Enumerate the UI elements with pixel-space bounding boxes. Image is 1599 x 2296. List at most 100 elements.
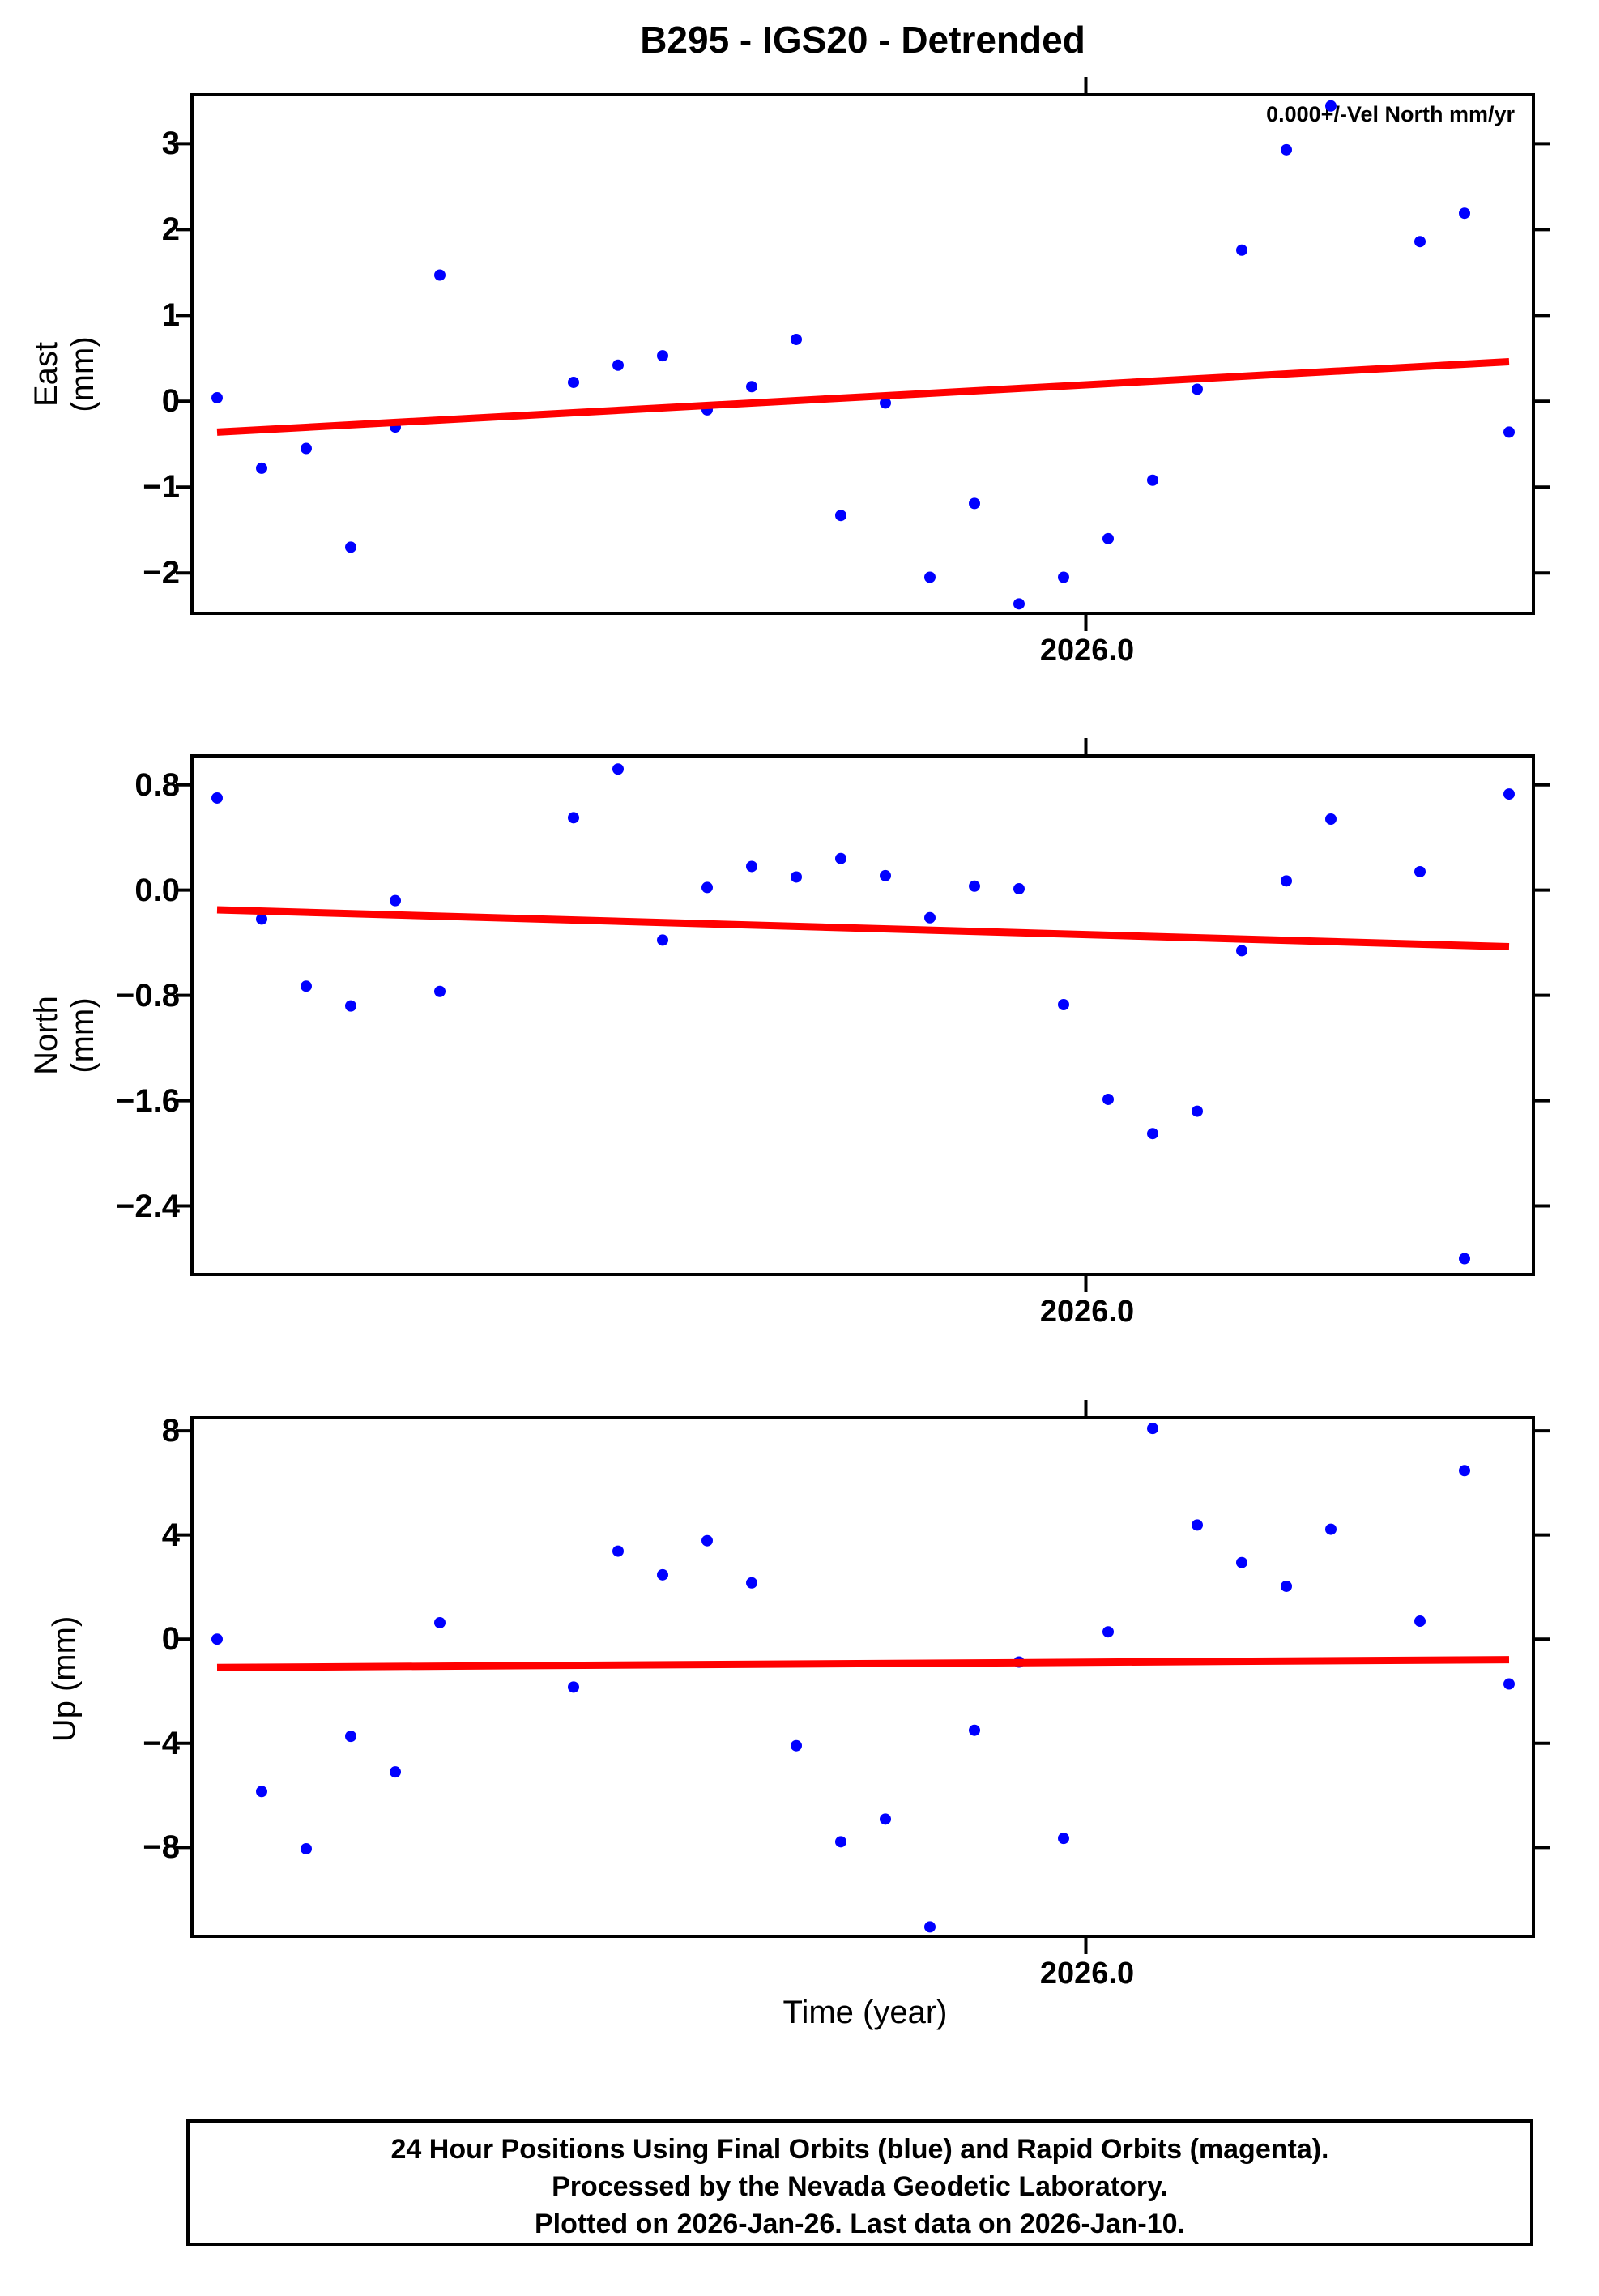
data-point xyxy=(701,1534,713,1547)
data-point xyxy=(1281,1580,1292,1592)
data-point xyxy=(1459,1465,1470,1477)
data-point xyxy=(1325,1523,1337,1535)
caption-line-3: Plotted on 2026-Jan-26. Last data on 202… xyxy=(534,2209,1186,2239)
data-point xyxy=(791,333,802,345)
data-point xyxy=(746,381,757,393)
time-axis-label: Time (year) xyxy=(782,1995,948,2030)
data-point xyxy=(924,571,936,583)
data-point xyxy=(1236,244,1247,256)
trend-line xyxy=(216,1656,1510,1671)
east-ytick-label: 3 xyxy=(161,126,180,162)
data-point xyxy=(256,1786,267,1798)
data-point xyxy=(969,880,980,892)
data-point xyxy=(1503,1678,1515,1690)
data-point xyxy=(434,1616,446,1628)
data-point xyxy=(1058,999,1069,1011)
data-point xyxy=(1147,1423,1158,1435)
data-point xyxy=(1102,1093,1114,1105)
data-point xyxy=(434,269,446,281)
data-point xyxy=(701,881,713,894)
data-point xyxy=(791,871,802,883)
trend-line xyxy=(216,906,1510,951)
data-point xyxy=(1414,865,1426,877)
data-point xyxy=(568,376,579,388)
data-point xyxy=(1102,532,1114,544)
data-point xyxy=(612,359,624,371)
data-point xyxy=(746,1577,757,1589)
north-ytick-label: 0.8 xyxy=(134,766,180,803)
data-point xyxy=(657,934,668,946)
data-point xyxy=(256,913,267,925)
data-point xyxy=(1236,1556,1247,1568)
data-point xyxy=(1281,875,1292,887)
data-point xyxy=(390,894,401,907)
data-point xyxy=(969,497,980,510)
data-point xyxy=(1414,236,1426,248)
data-point xyxy=(1503,788,1515,800)
data-point xyxy=(1325,100,1337,112)
data-point xyxy=(434,985,446,997)
data-point xyxy=(1459,207,1470,220)
data-point xyxy=(256,462,267,474)
up-plot xyxy=(176,1400,1550,1954)
east-ytick-label: 2 xyxy=(161,211,180,248)
data-point xyxy=(1147,474,1158,486)
data-point xyxy=(301,1842,312,1854)
chart-title: B295 - IGS20 - Detrended xyxy=(640,19,1085,61)
data-point xyxy=(880,1813,891,1825)
data-point xyxy=(1192,383,1203,395)
caption-line-2: Processed by the Nevada Geodetic Laborat… xyxy=(552,2171,1168,2202)
data-point xyxy=(835,852,846,864)
up-xtick-label: 2026.0 xyxy=(1039,1957,1135,1991)
data-point xyxy=(301,442,312,455)
north-ytick-label: −0.8 xyxy=(116,977,180,1014)
data-point xyxy=(568,1681,579,1693)
data-point xyxy=(657,1568,668,1581)
data-point xyxy=(1058,1833,1069,1845)
north-ytick-label: 0.0 xyxy=(134,872,180,908)
east-xtick-label: 2026.0 xyxy=(1039,634,1135,668)
up-ytick-label: 4 xyxy=(161,1517,180,1553)
data-point xyxy=(880,397,891,409)
data-point xyxy=(211,392,223,404)
data-point xyxy=(568,812,579,824)
data-point xyxy=(791,1739,802,1752)
data-point xyxy=(211,1633,223,1645)
east-plot xyxy=(176,77,1550,631)
data-point xyxy=(657,350,668,362)
north-ytick-label: −1.6 xyxy=(116,1082,180,1119)
data-point xyxy=(211,792,223,804)
data-point xyxy=(612,1545,624,1557)
data-point xyxy=(835,1836,846,1848)
east-ytick-label: 1 xyxy=(161,297,180,334)
data-point xyxy=(746,860,757,873)
data-point xyxy=(924,911,936,924)
caption-box: 24 Hour Positions Using Final Orbits (bl… xyxy=(186,2119,1533,2246)
data-point xyxy=(835,510,846,522)
caption-line-1: 24 Hour Positions Using Final Orbits (bl… xyxy=(390,2134,1329,2165)
data-point xyxy=(345,1731,356,1743)
data-point xyxy=(1192,1519,1203,1531)
data-point xyxy=(1503,426,1515,438)
up-ytick-label: 8 xyxy=(161,1413,180,1449)
data-point xyxy=(1192,1105,1203,1117)
plot-frame xyxy=(190,754,1535,1276)
north-xtick-label: 2026.0 xyxy=(1039,1295,1135,1329)
up-ytick-label: −4 xyxy=(143,1725,180,1761)
data-point xyxy=(345,541,356,553)
north-ytick-label: −2.4 xyxy=(116,1188,180,1224)
data-point xyxy=(1102,1626,1114,1638)
data-point xyxy=(1013,598,1025,610)
data-point xyxy=(1013,883,1025,895)
data-point xyxy=(612,763,624,775)
data-point xyxy=(1414,1615,1426,1628)
data-point xyxy=(1236,945,1247,957)
up-ytick-label: −8 xyxy=(143,1829,180,1866)
data-point xyxy=(390,1766,401,1778)
velocity-annotation: 0.000+/-Vel North mm/yr xyxy=(1266,102,1515,126)
data-point xyxy=(1325,813,1337,825)
data-point xyxy=(1281,143,1292,156)
trend-line xyxy=(216,358,1510,436)
data-point xyxy=(969,1724,980,1736)
